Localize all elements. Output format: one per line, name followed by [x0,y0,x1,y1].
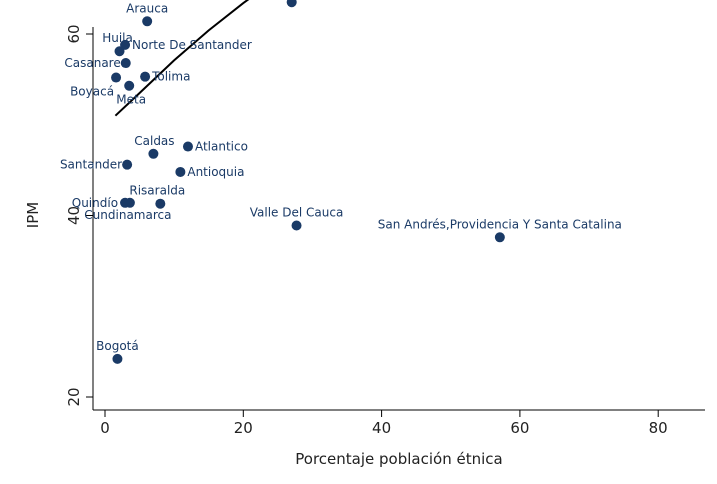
point-label: Valle Del Cauca [250,205,344,219]
data-point [120,39,131,50]
data-point [124,197,135,208]
point-label: Quindío [72,196,118,210]
point-label: Meta [116,93,146,107]
data-point [124,80,135,91]
y-axis-ticks: 20406080100 [65,24,93,407]
x-tick-label: 80 [649,419,668,437]
data-point [286,0,297,8]
point-label: San Andrés,Providencia Y Santa Catalina [378,217,622,231]
data-point [494,232,505,243]
point-label: Risaralda [129,184,185,198]
point-label: Atlantico [195,140,248,154]
fit-line [114,0,250,117]
x-tick-label: 40 [372,419,391,437]
point-label: Casanare [64,56,120,70]
data-points [111,0,505,364]
data-point [175,166,186,177]
data-point [155,198,166,209]
data-point [122,159,133,170]
data-point [111,72,122,83]
point-label: Arauca [126,1,168,15]
x-axis-title: Porcentaje población étnica [295,450,502,468]
y-tick-label: 40 [65,206,83,225]
x-tick-label: 0 [100,419,110,437]
data-point [120,58,131,69]
point-label: Norte De Santander [132,38,252,52]
data-point [142,16,153,27]
y-tick-label: 60 [65,24,83,43]
x-tick-label: 20 [234,419,253,437]
data-point [148,148,159,159]
data-point [112,353,123,364]
data-point [182,141,193,152]
y-axis-title: IPM [24,202,42,228]
point-label: Bogotá [96,339,139,353]
point-label: Cundinamarca [84,208,171,222]
data-point [140,71,151,82]
point-labels: ChocóVichadaGuainiaLa GuajiraVaupésAmazo… [60,1,622,353]
point-label: Tolima [151,70,190,84]
data-point [291,220,302,231]
point-label: Caldas [134,134,174,148]
x-axis-ticks: 0 20 40 60 80 [100,410,668,437]
y-tick-label: 20 [65,387,83,406]
x-tick-label: 60 [510,419,529,437]
point-label: Antioquia [187,165,244,179]
point-label: Santander [60,158,122,172]
point-label: Boyacá [70,85,114,99]
point-label: Huila [102,31,133,45]
